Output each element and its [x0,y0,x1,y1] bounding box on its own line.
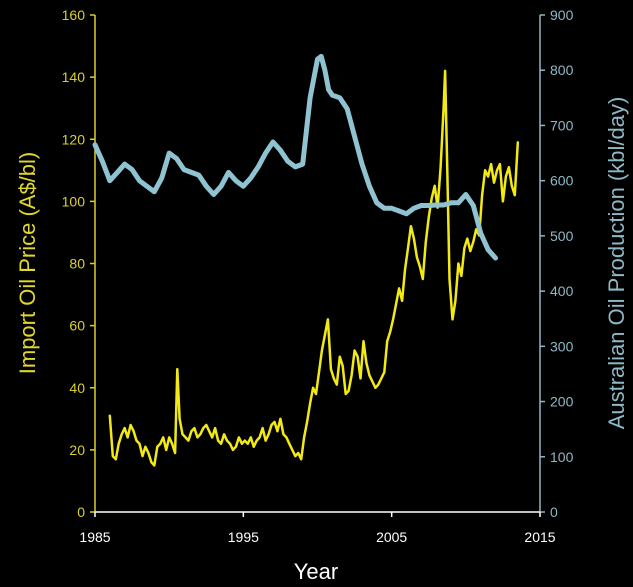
left-tick-label: 140 [62,69,86,85]
left-tick-label: 160 [62,7,86,23]
right-tick-label: 800 [550,62,574,78]
x-tick-label: 2015 [524,529,555,545]
series-layer [92,53,520,467]
x-tick-label: 2005 [376,529,407,545]
import-oil-price-line [108,69,520,467]
left-tick-label: 40 [69,380,85,396]
right-tick-label: 300 [550,338,574,354]
x-axis-title: Year [294,559,338,584]
axis-titles: Year Import Oil Price (A$/bl) Australian… [15,97,629,584]
axes: 0 20 40 60 80 100 120 140 160 0 100 200 300 400 500 600… [62,7,574,545]
right-tick-label: 100 [550,449,574,465]
right-tick-label: 900 [550,7,574,23]
right-tick-label: 700 [550,117,574,133]
right-axis-title: Australian Oil Production (kbl/day) [604,97,629,430]
left-tick-label: 0 [77,504,85,520]
left-tick-label: 20 [69,442,85,458]
x-tick-label: 1985 [79,529,110,545]
right-tick-label: 0 [550,504,558,520]
left-tick-label: 80 [69,256,85,272]
left-tick-label: 60 [69,318,85,334]
left-tick-label: 120 [62,131,86,147]
right-tick-label: 400 [550,283,574,299]
right-tick-label: 500 [550,228,574,244]
left-tick-label: 100 [62,193,86,209]
x-tick-label: 1995 [228,529,259,545]
left-axis-title: Import Oil Price (A$/bl) [15,152,40,375]
right-tick-label: 200 [550,394,574,410]
oil-production-line [92,53,498,261]
right-tick-label: 600 [550,173,574,189]
